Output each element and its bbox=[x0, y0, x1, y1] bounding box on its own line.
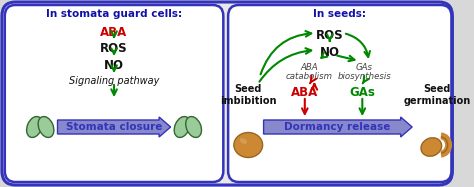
FancyArrow shape bbox=[264, 117, 412, 137]
Ellipse shape bbox=[240, 138, 247, 144]
FancyBboxPatch shape bbox=[5, 5, 223, 182]
FancyBboxPatch shape bbox=[228, 5, 451, 182]
Ellipse shape bbox=[421, 138, 442, 156]
Ellipse shape bbox=[27, 117, 42, 137]
Text: ROS: ROS bbox=[100, 42, 128, 55]
Text: NO: NO bbox=[320, 46, 340, 59]
Ellipse shape bbox=[38, 117, 54, 137]
Text: GAs: GAs bbox=[356, 63, 373, 72]
Text: Signaling pathway: Signaling pathway bbox=[69, 76, 159, 86]
Ellipse shape bbox=[234, 133, 263, 157]
Text: biosynthesis: biosynthesis bbox=[337, 72, 391, 81]
Text: ROS: ROS bbox=[316, 29, 344, 42]
Text: ABA: ABA bbox=[100, 26, 128, 39]
Text: In stomata guard cells:: In stomata guard cells: bbox=[46, 9, 182, 19]
Text: GAs: GAs bbox=[349, 86, 375, 99]
Text: ABA: ABA bbox=[291, 86, 319, 99]
Text: NO: NO bbox=[104, 59, 124, 72]
Text: Seed
germination: Seed germination bbox=[403, 84, 471, 106]
Ellipse shape bbox=[186, 117, 201, 137]
Text: Dormancy release: Dormancy release bbox=[284, 122, 391, 132]
FancyBboxPatch shape bbox=[2, 2, 452, 185]
Text: In seeds:: In seeds: bbox=[313, 9, 366, 19]
Ellipse shape bbox=[174, 117, 190, 137]
Text: ABA: ABA bbox=[301, 63, 319, 72]
Text: Seed
imbibition: Seed imbibition bbox=[220, 84, 276, 106]
Text: catabolism: catabolism bbox=[286, 72, 333, 81]
Text: Stomata closure: Stomata closure bbox=[66, 122, 162, 132]
FancyArrow shape bbox=[57, 117, 171, 137]
